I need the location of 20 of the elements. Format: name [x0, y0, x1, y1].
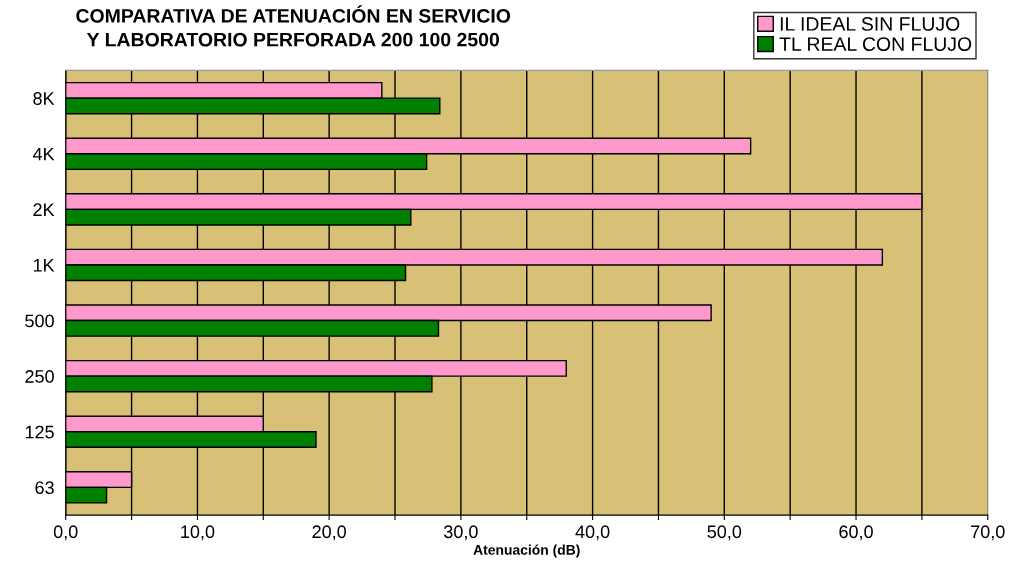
- y-tick-label: 8K: [33, 92, 55, 105]
- x-tick-label: 0,0: [53, 525, 78, 541]
- x-tick-label: 70,0: [971, 525, 1005, 541]
- y-tick-label: 250: [25, 370, 54, 383]
- y-tick-label: 125: [25, 425, 54, 439]
- chart-title: COMPARATIVA DE ATENUACIÓN EN SERVICIO Y LABORATORIO PERFORADA 200 100 2500: [76, 5, 511, 47]
- x-tick-label: 20,0: [312, 525, 347, 541]
- legend-label: IL IDEAL SIN FLUJO: [780, 17, 960, 31]
- x-tick-label: 40,0: [575, 525, 610, 541]
- x-tick-label: 50,0: [707, 525, 742, 541]
- y-tick-label: 4K: [32, 147, 55, 161]
- x-tick-label: 60,0: [839, 525, 873, 541]
- x-tick-label: 10,0: [181, 525, 215, 541]
- y-tick-label: 500: [25, 314, 54, 328]
- y-tick-label: 63: [35, 481, 54, 495]
- x-axis-title: Atenuación (dB): [473, 544, 580, 558]
- x-tick-label: 30,0: [443, 525, 478, 541]
- legend-label: TL REAL CON FLUJO: [779, 37, 972, 51]
- y-tick-label: 1K: [33, 259, 55, 272]
- y-tick-label: 2K: [33, 203, 55, 216]
